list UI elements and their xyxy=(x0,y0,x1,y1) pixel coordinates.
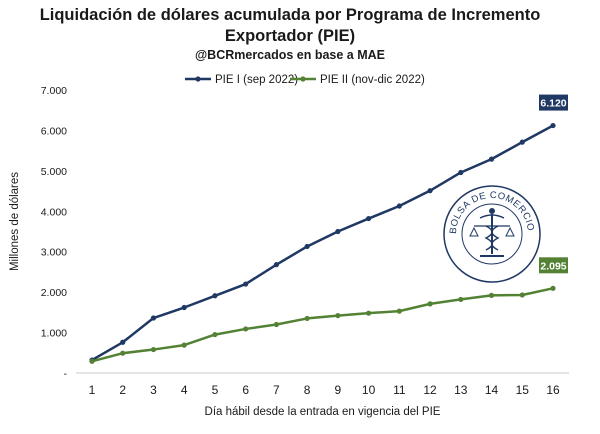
data-point xyxy=(335,228,341,235)
x-tick-label: 14 xyxy=(485,383,499,397)
data-point xyxy=(273,321,279,328)
data-point xyxy=(488,156,495,162)
x-tick-label: 13 xyxy=(454,383,468,397)
end-label-box xyxy=(539,94,568,111)
x-tick-label: 7 xyxy=(273,383,280,397)
x-tick-label: 8 xyxy=(304,383,311,397)
data-point xyxy=(458,169,464,176)
x-tick-label: 4 xyxy=(181,383,188,397)
end-label-text: 6.120 xyxy=(540,98,566,110)
data-point xyxy=(304,315,310,322)
data-point xyxy=(519,292,525,298)
data-point xyxy=(212,293,218,299)
y-tick-label: 4.000 xyxy=(41,206,67,218)
series-line-1 xyxy=(91,124,554,362)
series-line-2 xyxy=(91,287,554,363)
legend-marker xyxy=(300,76,306,82)
x-axis-title: Día hábil desde la entrada en vigencia d… xyxy=(205,406,441,418)
legend-label-1: PIE I (sep 2022) xyxy=(215,74,298,86)
legend-marker xyxy=(195,76,201,82)
data-point xyxy=(120,350,126,356)
x-tick-label: 12 xyxy=(423,383,437,397)
data-point xyxy=(150,346,157,353)
x-tick-label: 10 xyxy=(362,383,376,397)
chart-title-line2: Exportador (PIE) xyxy=(224,27,356,45)
y-tick-label: 3.000 xyxy=(41,247,67,259)
series-lines: 6.120 2.095 xyxy=(89,94,568,364)
chart-title-line1: Liquidación de dólares acumulada por Pro… xyxy=(39,6,541,24)
data-point xyxy=(181,342,187,348)
x-tick-label: 11 xyxy=(393,383,406,397)
end-value-label: 6.120 xyxy=(539,94,568,111)
x-tick-label: 9 xyxy=(335,383,342,397)
y-tick-label: 7.000 xyxy=(41,85,67,97)
data-point xyxy=(243,326,249,332)
data-point xyxy=(89,358,95,364)
data-point xyxy=(458,296,464,303)
x-tick-label: 15 xyxy=(516,383,530,397)
data-point xyxy=(488,292,495,298)
y-axis-title: Millones de dólares xyxy=(9,172,21,271)
x-tick-label: 6 xyxy=(242,383,249,397)
data-point xyxy=(366,215,372,222)
x-tick-label: 16 xyxy=(546,383,560,397)
end-label-box xyxy=(539,257,568,274)
end-value-label: 2.095 xyxy=(539,257,568,274)
data-point xyxy=(396,308,402,314)
data-point xyxy=(550,285,556,291)
y-tick-label: 2.000 xyxy=(41,287,67,299)
data-point xyxy=(427,301,433,307)
chart-subtitle: @BCRmercados en base a MAE xyxy=(194,48,386,62)
data-point xyxy=(550,122,556,129)
legend-label-2: PIE II (nov-dic 2022) xyxy=(320,74,425,86)
data-point xyxy=(304,243,310,250)
data-point xyxy=(519,139,525,145)
y-tick-label: 6.000 xyxy=(41,125,67,137)
data-point xyxy=(273,262,279,268)
data-point xyxy=(335,312,341,319)
y-tick-label: 5.000 xyxy=(41,166,67,178)
data-point xyxy=(366,310,372,316)
data-point xyxy=(243,281,249,287)
x-tick-label: 1 xyxy=(89,383,96,397)
end-label-text: 2.095 xyxy=(540,260,566,272)
y-tick-label: 1.000 xyxy=(41,328,67,340)
seal-text: BOLSA DE COMERCIO DE ROSARIO xyxy=(0,0,536,235)
data-point xyxy=(396,203,402,209)
data-point xyxy=(212,331,218,338)
x-tick-label: 2 xyxy=(119,383,126,397)
bcr-seal-watermark: BOLSA DE COMERCIO DE ROSARIO xyxy=(0,0,541,283)
x-tick-label: 5 xyxy=(212,383,219,397)
data-point xyxy=(120,339,126,345)
data-point xyxy=(427,188,433,194)
legend: PIE I (sep 2022) PIE II (nov-dic 2022) xyxy=(185,74,425,86)
x-tick-label: 3 xyxy=(150,383,157,397)
data-point xyxy=(181,304,187,311)
y-tick-label: - xyxy=(64,368,68,380)
data-point xyxy=(150,315,157,321)
